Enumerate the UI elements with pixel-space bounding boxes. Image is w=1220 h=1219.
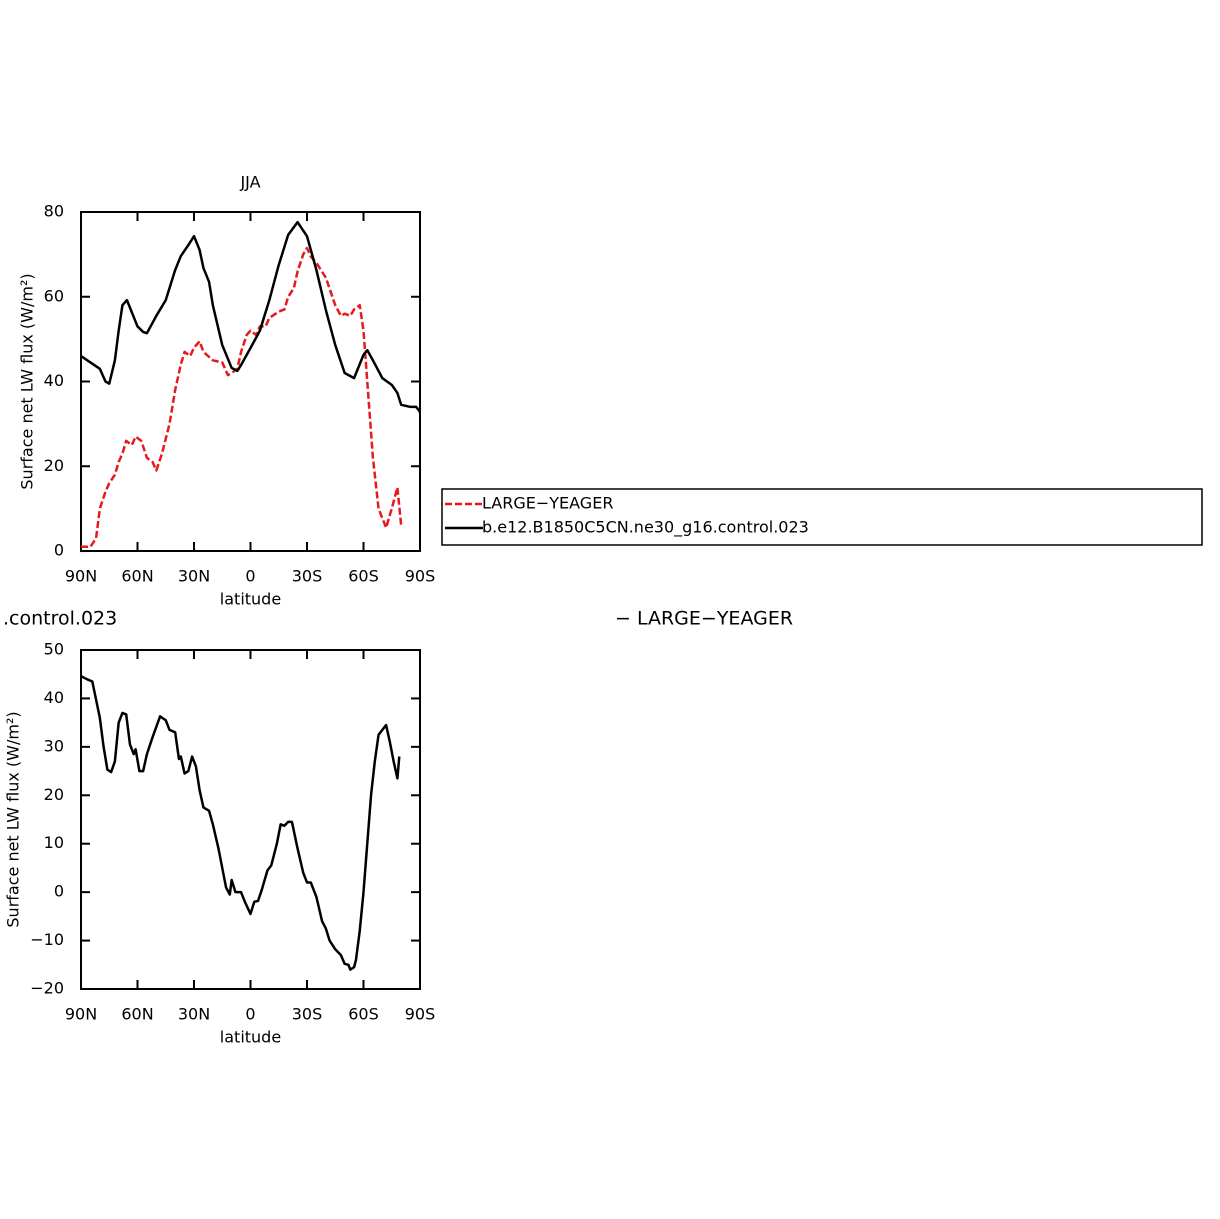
y-tick-label: 20 [44,456,64,475]
y-tick-label: −20 [30,979,64,998]
y-tick-label: 80 [44,202,64,221]
y-tick-label: 60 [44,286,64,305]
x-tick-label: 30S [292,1005,323,1024]
x-tick-label: 90N [65,567,97,586]
series-line [80,220,422,413]
y-tick-label: 50 [44,640,64,659]
x-tick-label: 60S [348,567,379,586]
plot-frame [80,211,421,552]
series-line [80,675,401,971]
series-line [81,246,403,549]
x-tick-label: 30N [178,1005,210,1024]
x-tick-label: 60N [121,567,153,586]
x-tick-label: 90S [405,567,436,586]
x-tick-label: 90N [65,1005,97,1024]
y-tick-label: 20 [44,785,64,804]
y-tick-label: 40 [44,688,64,707]
x-tick-label: 60S [348,1005,379,1024]
y-tick-label: 40 [44,371,64,390]
y-tick-label: 30 [44,736,64,755]
y-axis-label: Surface net LW flux (W/m²) [4,711,23,927]
chart-title: JJA [239,173,260,192]
y-tick-label: 0 [54,541,64,560]
x-tick-label: 90S [405,1005,436,1024]
y-tick-label: 0 [54,882,64,901]
x-tick-label: 0 [245,567,255,586]
x-tick-label: 60N [121,1005,153,1024]
chart-title-right: − LARGE−YEAGER [615,608,793,630]
y-tick-label: −10 [30,930,64,949]
y-axis-label: Surface net LW flux (W/m²) [18,273,37,489]
legend-label: LARGE−YEAGER [482,494,613,513]
y-tick-label: 10 [44,833,64,852]
x-tick-label: 30N [178,567,210,586]
legend-box [441,488,1203,546]
plot-frame [80,649,421,990]
chart-title-left: .control.023 [3,608,117,630]
legend-label: b.e12.B1850C5CN.ne30_g16.control.023 [482,518,809,538]
x-tick-label: 0 [245,1005,255,1024]
x-axis-label: latitude [220,590,281,609]
x-axis-label: latitude [220,1028,281,1047]
x-tick-label: 30S [292,567,323,586]
